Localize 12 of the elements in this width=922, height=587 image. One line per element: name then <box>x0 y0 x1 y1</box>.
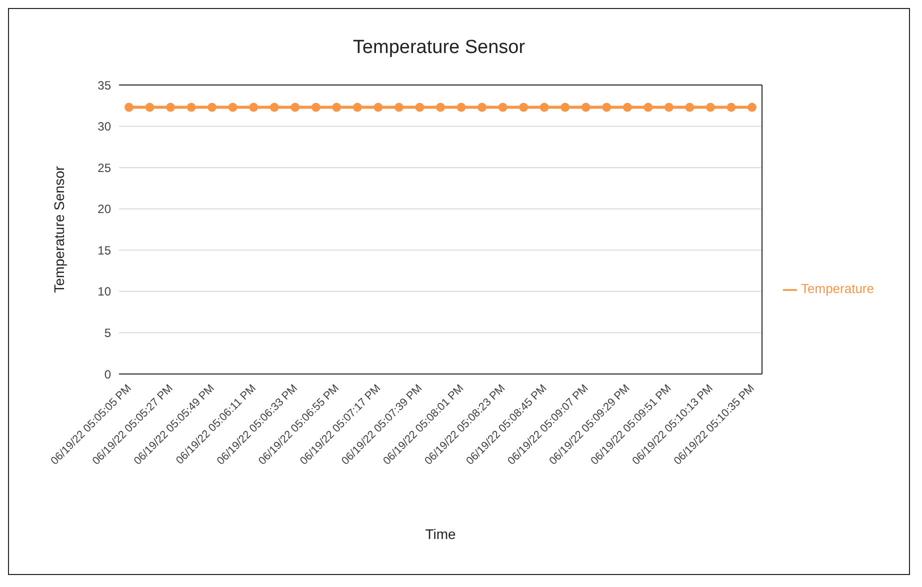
y-axis-title: Temperature Sensor <box>50 166 67 293</box>
y-tick-label: 0 <box>104 367 112 382</box>
y-tick-label: 30 <box>98 120 112 134</box>
y-tick-label: 25 <box>98 160 112 175</box>
y-tick-label: 20 <box>98 202 112 216</box>
y-tick-label: 15 <box>98 243 112 258</box>
legend-label: Temperature <box>801 281 874 296</box>
y-tick-label: 10 <box>98 284 112 299</box>
y-tick-label: 5 <box>104 326 112 340</box>
x-axis-title: Time <box>425 526 456 542</box>
y-tick-label: 35 <box>98 78 112 92</box>
chart-title: Temperature Sensor <box>352 37 526 59</box>
